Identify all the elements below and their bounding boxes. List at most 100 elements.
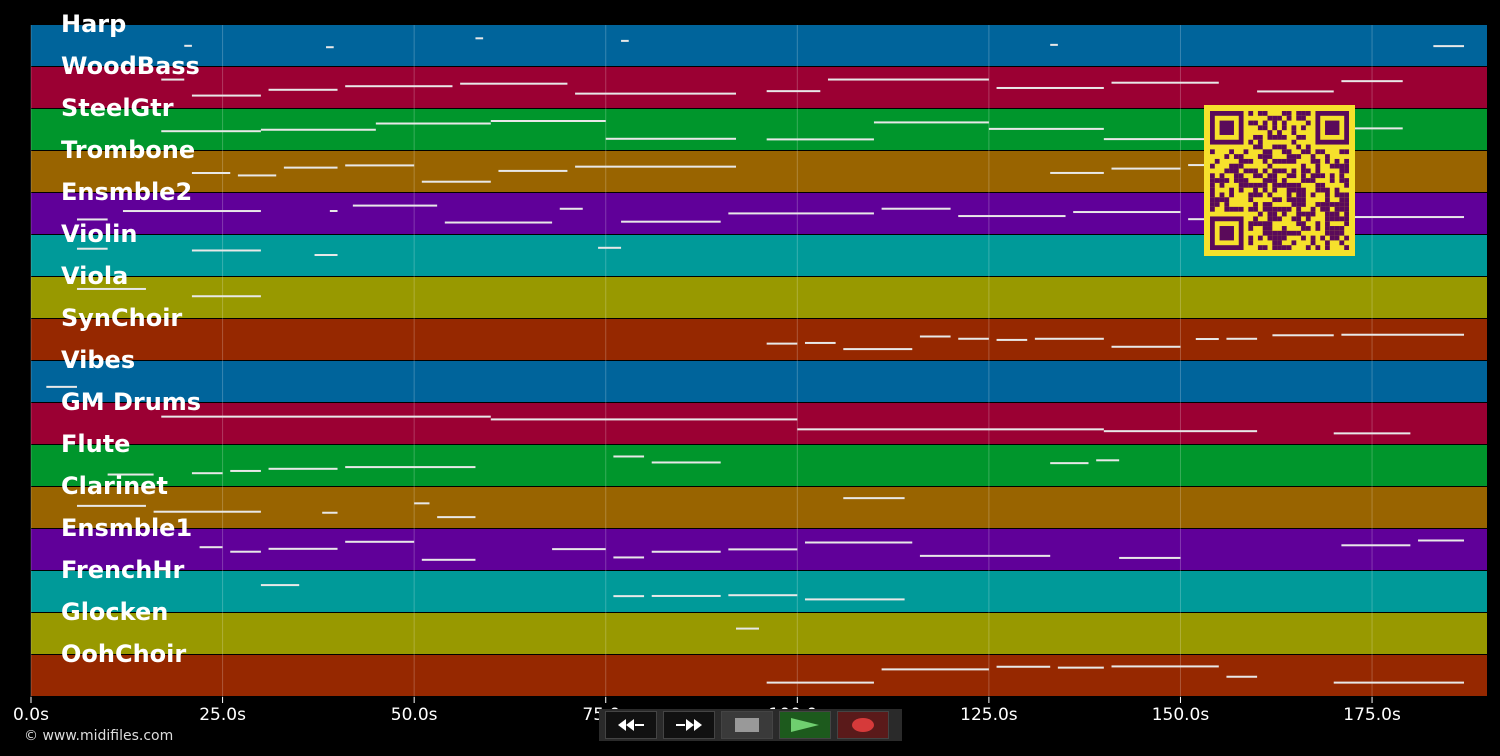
qr-module (1339, 173, 1345, 179)
qr-module (1272, 178, 1278, 183)
qr-module (1301, 125, 1306, 131)
qr-module (1277, 134, 1282, 140)
qr-code (1204, 105, 1355, 256)
note (881, 668, 989, 671)
qr-module (1320, 202, 1326, 207)
qr-module (1334, 158, 1340, 164)
note (728, 548, 798, 551)
qr-module (1248, 182, 1254, 188)
qr-module (1296, 134, 1302, 140)
tick-label: 25.0s (199, 705, 246, 725)
note (199, 546, 223, 549)
track-lane (31, 25, 1487, 66)
note (873, 121, 989, 124)
note (314, 254, 338, 257)
qr-module (1233, 206, 1239, 212)
qr-module (1253, 187, 1258, 193)
qr-module (1344, 206, 1349, 212)
qr-module (1243, 178, 1249, 183)
qr-module (1334, 230, 1340, 236)
qr-module (1286, 158, 1292, 164)
fast-forward-button[interactable] (663, 711, 715, 739)
record-button[interactable] (837, 711, 889, 739)
note (421, 180, 491, 183)
qr-module (1339, 216, 1345, 222)
qr-module (1325, 216, 1330, 222)
qr-module (1253, 144, 1258, 150)
track-label: Glocken (61, 598, 169, 626)
qr-module (1272, 115, 1278, 121)
note (1341, 80, 1403, 83)
qr-module (1277, 245, 1282, 250)
qr-module (1272, 134, 1278, 140)
track-label: Violin (61, 220, 138, 248)
qr-module (1272, 120, 1278, 126)
note (46, 385, 77, 388)
qr-module (1210, 173, 1215, 179)
qr-module (1253, 134, 1258, 140)
note (161, 415, 491, 418)
qr-module (1291, 173, 1297, 179)
qr-module (1243, 182, 1249, 188)
qr-module (1339, 149, 1345, 155)
qr-module (1296, 187, 1302, 193)
play-button[interactable] (779, 711, 831, 739)
qr-module (1339, 202, 1345, 207)
note (153, 510, 261, 513)
qr-module (1253, 206, 1258, 212)
qr-module (1272, 125, 1278, 131)
qr-module (1253, 192, 1258, 198)
note (1119, 556, 1181, 559)
note (191, 295, 261, 298)
note (76, 218, 108, 221)
qr-module (1310, 206, 1316, 212)
qr-module (1339, 230, 1345, 236)
note (736, 627, 759, 630)
note (1050, 462, 1089, 465)
qr-module (1277, 235, 1282, 241)
track-lane (31, 655, 1487, 696)
qr-module (1291, 182, 1297, 188)
note (958, 337, 989, 340)
note (1111, 345, 1181, 348)
qr-module (1238, 206, 1244, 212)
qr-module (1310, 158, 1316, 164)
qr-module (1281, 149, 1287, 155)
note (766, 138, 874, 141)
qr-module (1305, 120, 1311, 126)
stop-button[interactable] (721, 711, 773, 739)
qr-module (1257, 139, 1263, 145)
qr-module (1286, 111, 1292, 116)
track-label: FrenchHr (61, 556, 185, 584)
note (475, 37, 484, 40)
qr-module (1272, 168, 1278, 174)
qr-module (1277, 168, 1282, 174)
note (76, 247, 108, 250)
note (329, 210, 338, 213)
rewind-icon (618, 719, 644, 731)
qr-module (1229, 163, 1234, 169)
qr-module (1253, 202, 1258, 207)
qr-module (1281, 211, 1287, 217)
qr-module (1219, 120, 1234, 135)
note (345, 164, 415, 167)
qr-module (1262, 230, 1268, 236)
qr-module (1267, 173, 1273, 179)
qr-module (1286, 206, 1292, 212)
qr-module (1329, 163, 1335, 169)
rewind-button[interactable] (605, 711, 657, 739)
qr-module (1248, 206, 1254, 212)
play-icon (791, 718, 819, 732)
track-lane (31, 361, 1487, 402)
qr-module (1329, 235, 1335, 241)
qr-module (1296, 211, 1302, 217)
qr-module (1262, 187, 1268, 193)
qr-module (1291, 168, 1297, 174)
track-label: Viola (61, 262, 129, 290)
qr-module (1267, 149, 1273, 155)
qr-module (1325, 211, 1330, 217)
qr-module (1344, 182, 1349, 188)
stop-icon (735, 718, 759, 732)
qr-module (1210, 192, 1215, 198)
note (766, 681, 874, 684)
